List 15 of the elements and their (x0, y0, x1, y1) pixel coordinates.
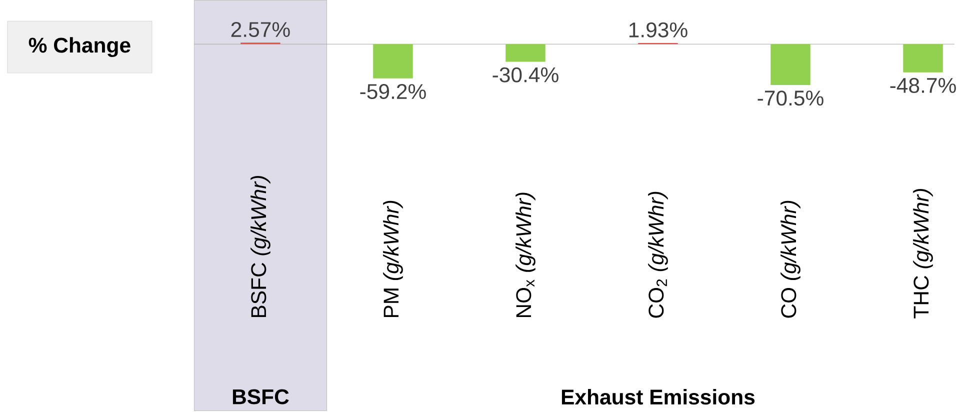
x-tick-label: CO (g/kWhr) (780, 200, 800, 318)
x-tick-label: PM (g/kWhr) (383, 200, 403, 318)
data-label: -70.5% (758, 90, 824, 106)
data-label: 2.57% (231, 22, 290, 38)
y-axis-title: % Change (28, 37, 130, 58)
x-tick-label: BSFC (g/kWhr) (250, 176, 270, 318)
text: Exhaust Emissions (562, 389, 755, 405)
data-label: -48.7% (890, 78, 956, 94)
text: BSFC (232, 389, 289, 404)
x-tick-label: THC (g/kWhr) (913, 189, 933, 318)
data-label: 1.93% (629, 22, 688, 38)
x-tick-label: NO$_{x}$ (g/kWhr) (516, 192, 536, 318)
data-label: -30.4% (492, 67, 558, 83)
data-label: -59.2% (360, 84, 426, 100)
x-tick-label: CO$_{2}$ (g/kWhr) (648, 192, 668, 318)
